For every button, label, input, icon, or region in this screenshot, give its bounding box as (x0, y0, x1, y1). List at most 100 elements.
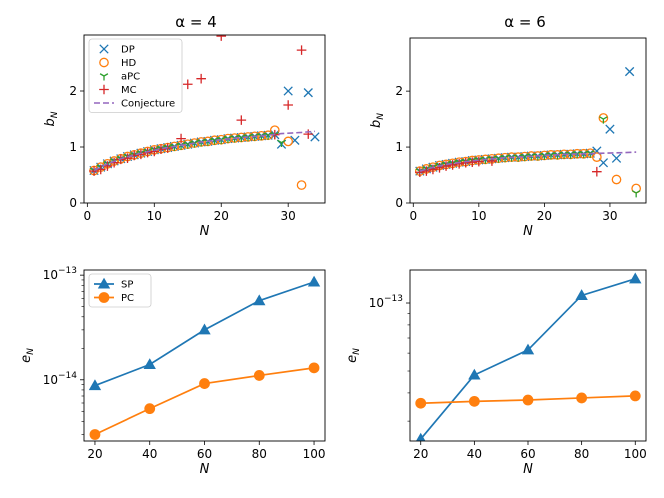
panel-top-left: α = 4 0 10 20 30 0 1 2 NbN DP HD aPC MC Conjecture (43, 13, 326, 239)
data-point-hd (611, 174, 622, 185)
y-tick-label: 1 (69, 140, 77, 154)
x-tick-label: 10 (147, 209, 162, 223)
legend-marker-hd (99, 57, 109, 68)
data-point-sp (143, 358, 156, 370)
x-tick-label: 10 (471, 209, 486, 223)
data-point-mc (296, 45, 307, 55)
data-point-mc (89, 166, 99, 176)
legend-label-conjecture: Conjecture (121, 99, 175, 110)
data-point-mc (196, 73, 206, 84)
y-tick-label: 10−13 (43, 266, 77, 282)
data-point-mc (474, 156, 484, 167)
data-point-sp (415, 432, 426, 441)
axes-frame (83, 269, 326, 442)
legend-label-hd: HD (121, 58, 137, 69)
data-point-pc (468, 395, 480, 407)
data-point-apc (599, 116, 608, 124)
data-point-mc (441, 161, 451, 171)
data-point-sp (253, 294, 266, 306)
data-point-mc (434, 162, 445, 173)
x-tick-label: 40 (467, 447, 482, 461)
legend-label-sp: SP (121, 280, 133, 291)
y-tick-label: 0 (395, 196, 403, 210)
data-point-sp (468, 368, 481, 380)
data-point-pc (629, 390, 641, 402)
x-axis-label: N (200, 462, 210, 477)
data-point-pc (576, 392, 588, 404)
data-point-mc (454, 159, 464, 169)
data-point-mc (303, 129, 314, 139)
y-tick-label: 0 (69, 196, 77, 210)
x-tick-label: 0 (84, 209, 92, 223)
plot-area (88, 275, 321, 440)
x-axis-label: N (523, 224, 533, 239)
data-point-dp (303, 88, 313, 98)
data-point-mc (182, 79, 193, 90)
y-axis-label: eN (19, 348, 36, 363)
y-axis-label: eN (345, 348, 362, 363)
data-point-sp (575, 289, 588, 300)
legend: DP HD aPC MC Conjecture (88, 38, 183, 113)
data-point-pc (253, 370, 265, 381)
data-point-mc (283, 100, 293, 110)
y-axis-label: bN (369, 113, 386, 128)
data-point-mc (216, 35, 227, 41)
x-tick-label: 100 (303, 447, 326, 461)
data-point-sp (629, 272, 642, 284)
data-point-dp (605, 124, 615, 134)
plot-area (414, 66, 642, 198)
legend-label-mc: MC (121, 85, 137, 96)
x-tick-label: 20 (413, 447, 428, 461)
data-point-mc (176, 133, 186, 144)
legend-label-pc: PC (121, 293, 134, 304)
data-point-dp (283, 86, 293, 96)
data-point-pc (199, 378, 210, 389)
legend-marker-mc (99, 84, 109, 95)
data-point-mc (142, 147, 153, 158)
series-sp-line (420, 277, 636, 440)
x-tick-label: 20 (214, 209, 229, 223)
legend-marker-apc (99, 73, 109, 81)
x-tick-label: 80 (252, 447, 267, 461)
y-tick-label: 10−13 (369, 294, 403, 310)
x-tick-label: 100 (624, 447, 647, 461)
legend-box (88, 273, 152, 308)
y-tick-label: 10−14 (43, 371, 78, 387)
x-tick-label: 60 (520, 447, 535, 461)
plot-area (415, 272, 642, 441)
data-point-mc (149, 146, 160, 157)
data-point-apc (277, 139, 286, 148)
x-tick-label: 40 (142, 447, 157, 461)
data-point-dp (611, 153, 622, 163)
legend-marker-pc (98, 292, 110, 303)
y-tick-label: 2 (69, 84, 77, 98)
x-tick-label: 80 (574, 447, 589, 461)
axes-frame (409, 269, 647, 442)
data-point-mc (421, 166, 432, 176)
data-point-mc (592, 166, 602, 177)
data-point-sp (198, 323, 211, 335)
panel-bottom-right: 20 40 60 80 100 10−13 NeN (345, 269, 647, 477)
data-point-dp (624, 66, 635, 77)
y-axis-label: bN (43, 111, 60, 126)
title-top-right: α = 6 (504, 13, 546, 31)
data-point-pc (89, 429, 101, 440)
axes-frame (83, 34, 326, 204)
series-conjecture-line (93, 130, 316, 172)
data-point-hd (283, 136, 294, 147)
x-tick-label: 30 (281, 209, 296, 223)
panel-bottom-left: 20 40 60 80 100 10−13 10−14 NeN SP PC (19, 266, 325, 477)
legend-marker-sp (97, 277, 111, 289)
x-tick-label: 20 (87, 447, 102, 461)
x-tick-label: 60 (197, 447, 212, 461)
data-point-mc (487, 156, 497, 166)
legend-marker-dp (99, 44, 109, 54)
plot-area (89, 35, 320, 190)
data-point-pc (308, 362, 320, 374)
x-axis-label: N (200, 224, 210, 239)
legend: SP PC (88, 273, 152, 308)
x-axis-label: N (523, 462, 533, 477)
data-point-hd (591, 152, 602, 162)
data-point-apc (631, 190, 641, 198)
data-point-mc (428, 164, 438, 175)
